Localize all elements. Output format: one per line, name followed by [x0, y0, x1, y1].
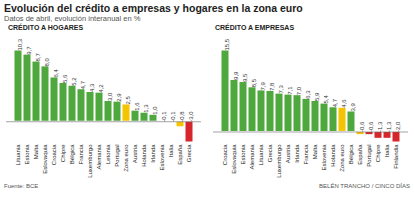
svg-text:7,0: 7,0 — [296, 86, 302, 95]
svg-text:España: España — [357, 144, 363, 165]
svg-text:Croacia: Croacia — [51, 144, 57, 165]
svg-text:Austria: Austria — [285, 144, 291, 163]
svg-text:2,9: 2,9 — [116, 93, 122, 102]
svg-text:4,3: 4,3 — [89, 83, 95, 92]
svg-text:Chipre: Chipre — [375, 144, 381, 162]
svg-text:8,7: 8,7 — [35, 53, 41, 62]
svg-text:Zona euro: Zona euro — [339, 144, 345, 172]
svg-text:Irlanda: Irlanda — [294, 144, 300, 163]
svg-text:Bélgica: Bélgica — [69, 144, 75, 164]
svg-text:Lituania: Lituania — [258, 144, 264, 166]
svg-text:Grecia: Grecia — [267, 144, 273, 162]
svg-text:7,1: 7,1 — [287, 86, 293, 95]
html-text:Fuente: BCE: Fuente: BCE — [4, 183, 39, 189]
svg-text:7,3: 7,3 — [278, 85, 284, 94]
html-text:BELÉN TRANCHO / CINCO DÍAS: BELÉN TRANCHO / CINCO DÍAS — [319, 183, 410, 189]
svg-text:5,4: 5,4 — [323, 95, 329, 104]
svg-text:Luxemburgo: Luxemburgo — [87, 144, 93, 178]
svg-text:Zona euro: Zona euro — [123, 144, 129, 172]
svg-text:Alemania: Alemania — [249, 144, 255, 170]
html-text:CRÉDITO A HOGARES: CRÉDITO A HOGARES — [8, 24, 84, 31]
svg-text:Malta: Malta — [33, 144, 39, 159]
svg-text:Letonia: Letonia — [105, 144, 111, 164]
svg-text:Bélgica: Bélgica — [348, 144, 354, 164]
svg-text:6,4: 6,4 — [53, 68, 59, 77]
html-text:Datos de abril, evolución inte: Datos de abril, evolución interanual en … — [4, 14, 141, 23]
svg-text:-0,6: -0,6 — [359, 121, 365, 132]
svg-text:Estonia: Estonia — [24, 144, 30, 165]
svg-text:5,9: 5,9 — [314, 92, 320, 101]
svg-text:4,6: 4,6 — [341, 99, 347, 108]
svg-text:Finlandia: Finlandia — [393, 144, 399, 169]
svg-text:Irlanda: Irlanda — [150, 144, 156, 163]
svg-text:Holanda: Holanda — [330, 144, 336, 167]
svg-text:7,9: 7,9 — [260, 81, 266, 90]
svg-text:9,9: 9,9 — [233, 71, 239, 80]
svg-text:3,9: 3,9 — [350, 102, 356, 111]
svg-text:9,7: 9,7 — [26, 46, 32, 55]
svg-text:Croacia: Croacia — [222, 144, 228, 165]
svg-text:Italia: Italia — [384, 144, 390, 157]
svg-text:Estonia: Estonia — [240, 144, 246, 165]
svg-text:-0,6: -0,6 — [368, 121, 374, 132]
svg-text:-2,0: -2,0 — [395, 121, 401, 132]
svg-text:Chipre: Chipre — [60, 144, 66, 162]
svg-text:Holanda: Holanda — [141, 144, 147, 167]
svg-text:1,6: 1,6 — [134, 102, 140, 111]
svg-text:Eslovenia: Eslovenia — [159, 144, 165, 171]
svg-text:Grecia: Grecia — [186, 144, 192, 162]
svg-text:Eslovenia: Eslovenia — [321, 144, 327, 171]
svg-text:Alemania: Alemania — [96, 144, 102, 170]
svg-text:9,5: 9,5 — [242, 73, 248, 82]
svg-text:5,2: 5,2 — [71, 77, 77, 86]
html-text:Evolución del crédito a empres: Evolución del crédito a empresas y hogar… — [4, 2, 303, 14]
svg-text:-0,8: -0,8 — [179, 111, 185, 122]
svg-text:4,2: 4,2 — [98, 84, 104, 93]
svg-text:Francia: Francia — [303, 144, 309, 165]
svg-text:Austria: Austria — [132, 144, 138, 163]
svg-text:4,7: 4,7 — [80, 80, 86, 89]
svg-text:6,3: 6,3 — [305, 90, 311, 99]
svg-text:2,5: 2,5 — [125, 95, 131, 104]
svg-text:7,8: 7,8 — [269, 82, 275, 91]
svg-text:Lituania: Lituania — [15, 144, 21, 166]
svg-text:España: España — [177, 144, 183, 165]
svg-text:5,6: 5,6 — [62, 74, 68, 83]
svg-text:Portugal: Portugal — [114, 145, 120, 167]
svg-text:Malta: Malta — [312, 144, 318, 159]
svg-text:3,0: 3,0 — [107, 92, 113, 101]
svg-text:-0,1: -0,1 — [161, 111, 167, 122]
svg-text:-0,1: -0,1 — [170, 111, 176, 122]
svg-text:-3,0: -3,0 — [188, 111, 194, 122]
svg-text:8,5: 8,5 — [251, 78, 257, 87]
svg-text:-1,3: -1,3 — [386, 121, 392, 132]
svg-text:4,7: 4,7 — [332, 98, 338, 107]
svg-text:Eslovaquia: Eslovaquia — [42, 144, 48, 174]
svg-text:Luxemburgo: Luxemburgo — [276, 144, 282, 178]
svg-text:15,5: 15,5 — [224, 38, 230, 50]
svg-text:Portugal: Portugal — [366, 145, 372, 167]
svg-text:1,0: 1,0 — [152, 106, 158, 115]
svg-text:Italia: Italia — [168, 144, 174, 157]
svg-text:Francia: Francia — [78, 144, 84, 165]
svg-text:Eslovaquia: Eslovaquia — [231, 144, 237, 174]
svg-text:10,3: 10,3 — [17, 38, 23, 50]
svg-text:-1,3: -1,3 — [377, 121, 383, 132]
html-text:CRÉDITO A EMPRESAS: CRÉDITO A EMPRESAS — [215, 24, 295, 31]
svg-text:1,3: 1,3 — [143, 104, 149, 113]
svg-text:8,0: 8,0 — [44, 57, 50, 66]
